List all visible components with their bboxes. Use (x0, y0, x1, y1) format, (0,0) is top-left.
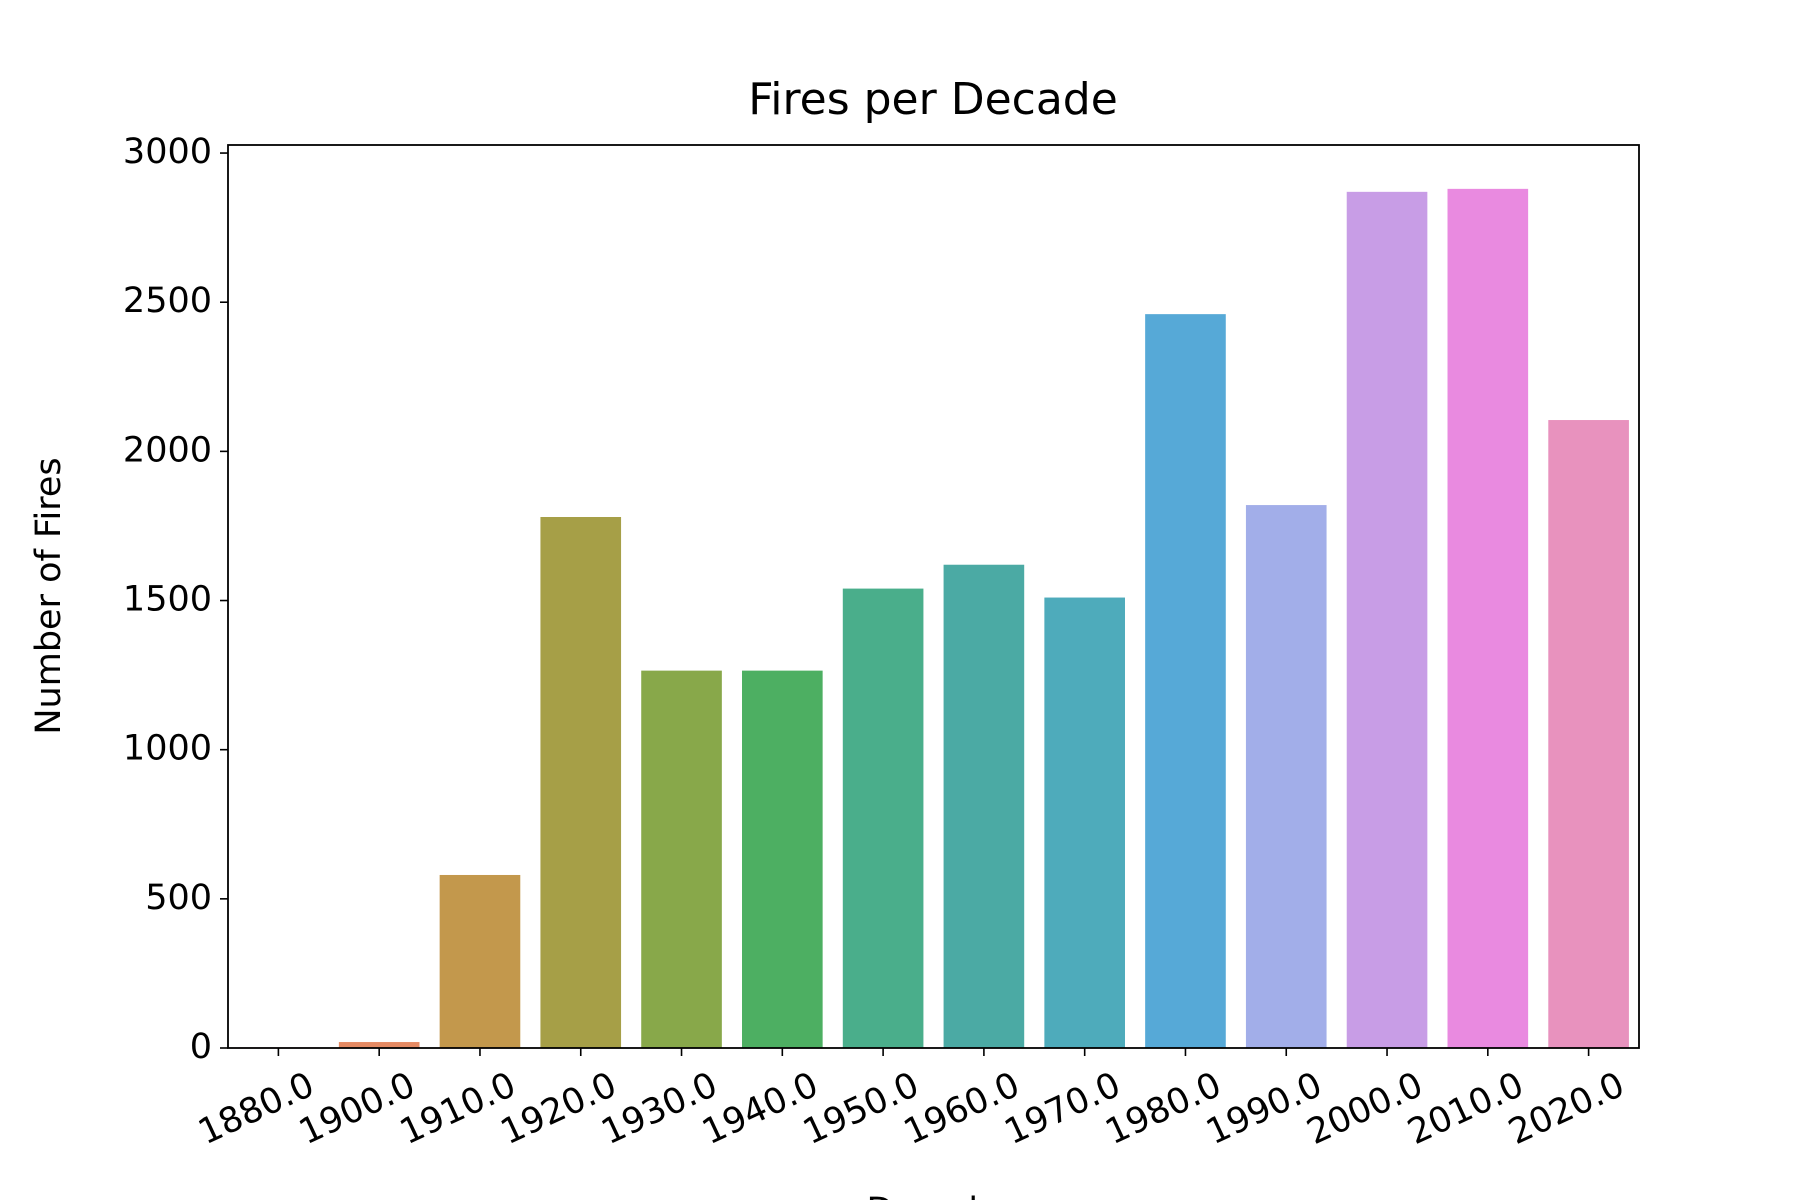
x-tick-label: 1920.0 (495, 1065, 623, 1153)
plot-frame (227, 144, 1640, 1049)
y-tick-label: 2000 (123, 430, 212, 470)
y-axis-label: Number of Fires (29, 457, 69, 734)
bar (1245, 505, 1327, 1048)
x-tick-label: 1960.0 (898, 1065, 1026, 1153)
x-tick-label: 1880.0 (193, 1065, 321, 1153)
bar (439, 874, 521, 1048)
x-tick-label: 1910.0 (394, 1065, 522, 1153)
bar (1346, 191, 1428, 1049)
x-tick-label: 1950.0 (797, 1065, 925, 1153)
y-tick-label: 3000 (123, 132, 212, 172)
x-tick-label: 2000.0 (1301, 1065, 1429, 1153)
bar (540, 516, 622, 1048)
x-tick-label: 2010.0 (1402, 1065, 1530, 1153)
x-tick-label: 1980.0 (1100, 1065, 1228, 1153)
x-tick-label: 1970.0 (999, 1065, 1127, 1153)
x-tick-label: 1940.0 (696, 1065, 824, 1153)
bar (338, 1042, 420, 1048)
bar (943, 564, 1025, 1048)
bar (1145, 314, 1226, 1049)
y-tick-label: 1000 (123, 729, 212, 769)
x-axis-label: Decade (867, 1191, 1000, 1200)
x-tick-label: 2020.0 (1503, 1065, 1631, 1153)
bar (842, 588, 924, 1048)
chart-title: Fires per Decade (748, 74, 1118, 125)
bar (1044, 597, 1125, 1048)
y-tick-label: 500 (145, 878, 212, 918)
bar (1548, 420, 1629, 1048)
bar (742, 670, 823, 1048)
y-tick-label: 0 (190, 1027, 212, 1067)
bar (1447, 188, 1529, 1049)
x-tick-label: 1990.0 (1200, 1065, 1328, 1153)
y-tick-label: 2500 (123, 281, 212, 321)
x-tick-label: 1900.0 (293, 1065, 421, 1153)
x-tick-label: 1930.0 (596, 1065, 724, 1153)
bar (641, 670, 722, 1048)
y-tick-label: 1500 (123, 580, 212, 620)
